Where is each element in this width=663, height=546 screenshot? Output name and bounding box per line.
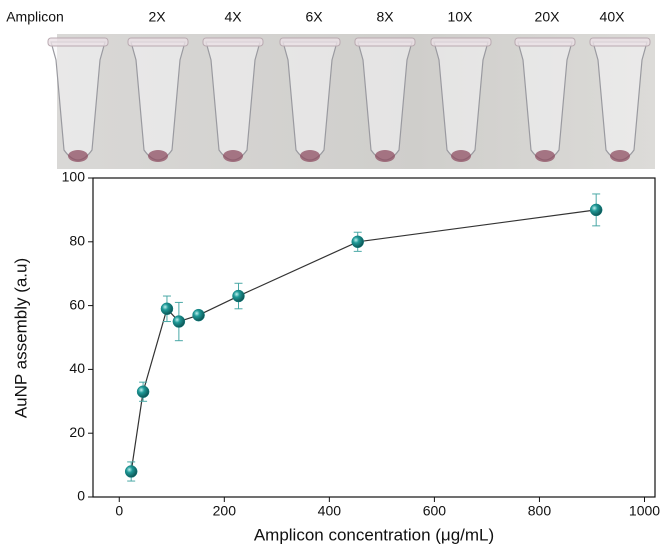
tube-sample — [300, 150, 320, 162]
tube-sample — [451, 150, 471, 162]
y-axis-title: AuNP assembly (a.u) — [11, 258, 30, 418]
y-tick-label: 0 — [77, 488, 85, 504]
series-line — [130, 209, 597, 472]
tube-label: 8X — [376, 9, 394, 25]
plot-frame — [92, 177, 656, 498]
tube-rim — [354, 37, 416, 47]
tube-label: 4X — [224, 9, 242, 25]
x-axis-title: Amplicon concentration (μg/mL) — [254, 525, 494, 544]
x-tick-label: 600 — [423, 503, 447, 519]
y-tick-label: 80 — [69, 233, 85, 249]
data-point — [351, 235, 364, 249]
y-tick-label: 40 — [69, 360, 85, 376]
x-tick-label: 1000 — [629, 503, 660, 519]
y-tick-label: 60 — [69, 296, 85, 312]
x-tick-label: 200 — [213, 503, 237, 519]
tube-label: 6X — [305, 9, 323, 25]
x-tick-label: 0 — [115, 503, 123, 519]
data-point — [589, 203, 603, 217]
tube-sample — [535, 150, 555, 162]
tube-rim — [279, 37, 341, 47]
data-point — [124, 465, 138, 478]
y-tick-label: 20 — [69, 424, 85, 440]
tube-label: 10X — [448, 9, 474, 25]
data-point — [160, 302, 174, 316]
tube-sample — [68, 150, 88, 162]
tube-rim — [202, 37, 264, 47]
photo — [47, 34, 655, 169]
x-tick-label: 400 — [318, 503, 342, 519]
tube-sample — [375, 150, 395, 162]
tube-rim — [47, 37, 109, 47]
data-point — [192, 308, 205, 322]
tube-rim — [127, 37, 189, 47]
tube-rim — [589, 37, 651, 47]
tube-sample — [223, 150, 243, 162]
tube-label: 20X — [535, 9, 561, 25]
y-tick-label: 100 — [62, 169, 86, 185]
data-point — [232, 289, 245, 303]
tube-label: 2X — [148, 9, 166, 25]
data-point — [172, 315, 186, 328]
x-tick-label: 800 — [528, 503, 552, 519]
tube-label: Amplicon — [6, 9, 64, 25]
tube-sample — [610, 150, 630, 162]
data-point — [136, 385, 150, 398]
tube-rim — [514, 37, 576, 47]
tube-label: 40X — [600, 9, 626, 25]
tube-rim — [430, 37, 492, 47]
tube-sample — [148, 150, 168, 162]
